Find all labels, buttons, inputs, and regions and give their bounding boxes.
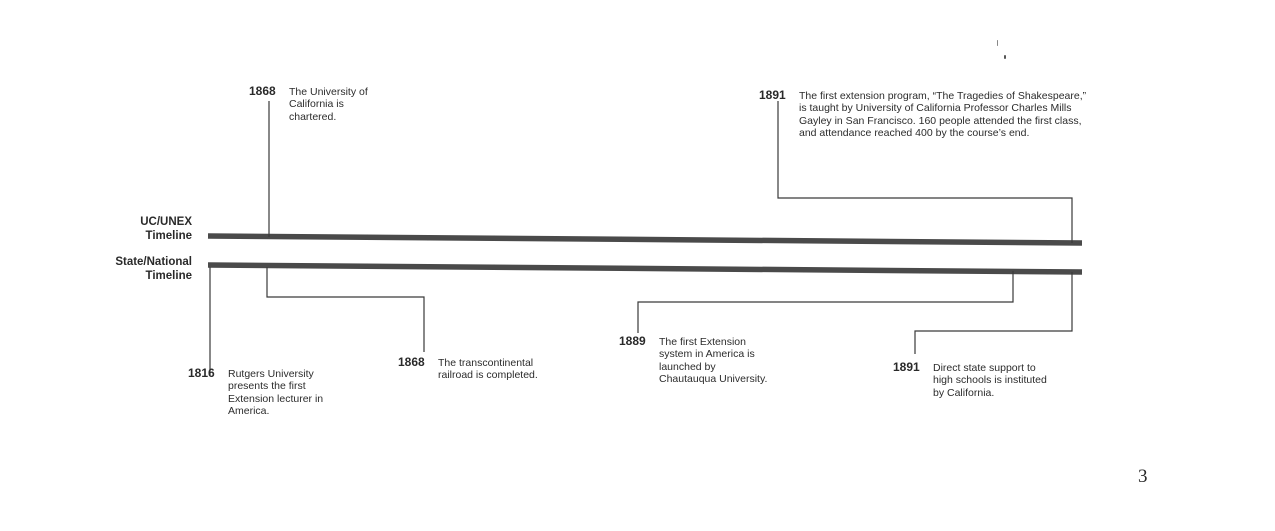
state-national-timeline-bar bbox=[207, 262, 1083, 275]
scan-speck bbox=[997, 40, 998, 46]
connector-uc-1891 bbox=[777, 101, 1073, 243]
event-year: 1891 bbox=[759, 88, 786, 102]
state-national-timeline-label: State/National Timeline bbox=[115, 256, 192, 282]
connector-state-1891 bbox=[914, 272, 1073, 354]
event-state-1891: 1891 Direct state support to high school… bbox=[893, 361, 1049, 399]
event-description: The University of California is chartere… bbox=[289, 86, 368, 123]
event-year: 1868 bbox=[398, 355, 425, 369]
page-number: 3 bbox=[1138, 466, 1148, 487]
uc-unex-timeline-bar bbox=[207, 233, 1083, 246]
event-year: 1889 bbox=[619, 334, 646, 348]
connector-state-1889 bbox=[637, 271, 1014, 333]
connector-state-1868 bbox=[266, 267, 425, 352]
event-year: 1816 bbox=[188, 366, 215, 380]
event-uc-1868: 1868 The University of California is cha… bbox=[249, 85, 389, 123]
event-description: Rutgers University presents the first Ex… bbox=[228, 368, 324, 418]
event-description: The transcontinental railroad is complet… bbox=[438, 357, 538, 382]
event-year: 1891 bbox=[893, 360, 920, 374]
scan-speck bbox=[1004, 55, 1006, 59]
event-year: 1868 bbox=[249, 84, 276, 98]
event-state-1889: 1889 The first Extension system in Ameri… bbox=[619, 335, 771, 386]
event-description: Direct state support to high schools is … bbox=[933, 362, 1047, 399]
event-state-1868: 1868 The transcontinental railroad is co… bbox=[398, 356, 563, 382]
event-state-1816: 1816 Rutgers University presents the fir… bbox=[188, 367, 346, 418]
event-description: The first Extension system in America is… bbox=[659, 336, 768, 386]
uc-unex-timeline-label: UC/UNEX Timeline bbox=[140, 216, 192, 242]
event-description: The first extension program, “The Traged… bbox=[799, 90, 1087, 140]
event-uc-1891: 1891 The first extension program, “The T… bbox=[759, 89, 1089, 140]
